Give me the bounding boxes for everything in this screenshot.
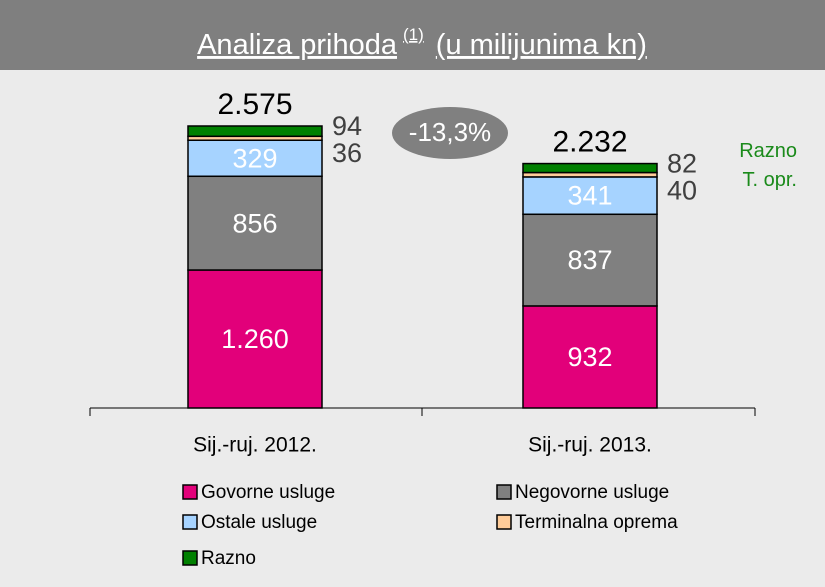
value-label: 856 (232, 208, 277, 238)
chart-title: Analiza prihoda (1) (u milijunima kn) (197, 25, 647, 60)
value-label: 341 (567, 181, 612, 211)
value-label: 40 (667, 176, 697, 206)
x-tick-label: Sij.-ruj. 2013. (528, 434, 652, 457)
total-label: 2.575 (217, 88, 292, 121)
bar-segment (522, 176, 658, 216)
value-label: 94 (332, 111, 362, 141)
legend-label: Ostale usluge (201, 512, 317, 533)
legend-label: Negovorne usluge (515, 482, 669, 503)
subtitle: (u milijunima kn) (436, 29, 647, 61)
value-label: 36 (332, 138, 362, 168)
total-label: 2.232 (552, 125, 627, 158)
value-label: 837 (567, 245, 612, 275)
legend-swatch (182, 484, 198, 500)
value-label: 82 (667, 149, 697, 179)
bar-segment (522, 162, 658, 174)
title-note: (1) (403, 25, 424, 44)
legend-swatch (182, 550, 198, 566)
legend-label: Terminalna oprema (515, 512, 678, 533)
bar-segment (522, 305, 658, 409)
annotation: -13,3% (409, 117, 491, 147)
title-main: Analiza prihoda (197, 29, 398, 61)
title-bar (0, 0, 825, 70)
bar-segment (522, 213, 658, 307)
bar-segment (187, 125, 323, 138)
value-label: 329 (232, 143, 277, 173)
legend-swatch (182, 514, 198, 530)
legend-label: Govorne usluge (201, 482, 335, 503)
legend-swatch (496, 484, 512, 500)
side-label: T. opr. (743, 169, 797, 191)
x-tick-label: Sij.-ruj. 2012. (193, 434, 317, 457)
bar-segment (187, 269, 323, 409)
value-label: 932 (567, 342, 612, 372)
side-label: Razno (739, 140, 797, 162)
legend-swatch (496, 514, 512, 530)
legend-label: Razno (201, 548, 256, 569)
value-label: 1.260 (221, 324, 289, 354)
annotation-bubble (392, 107, 508, 159)
